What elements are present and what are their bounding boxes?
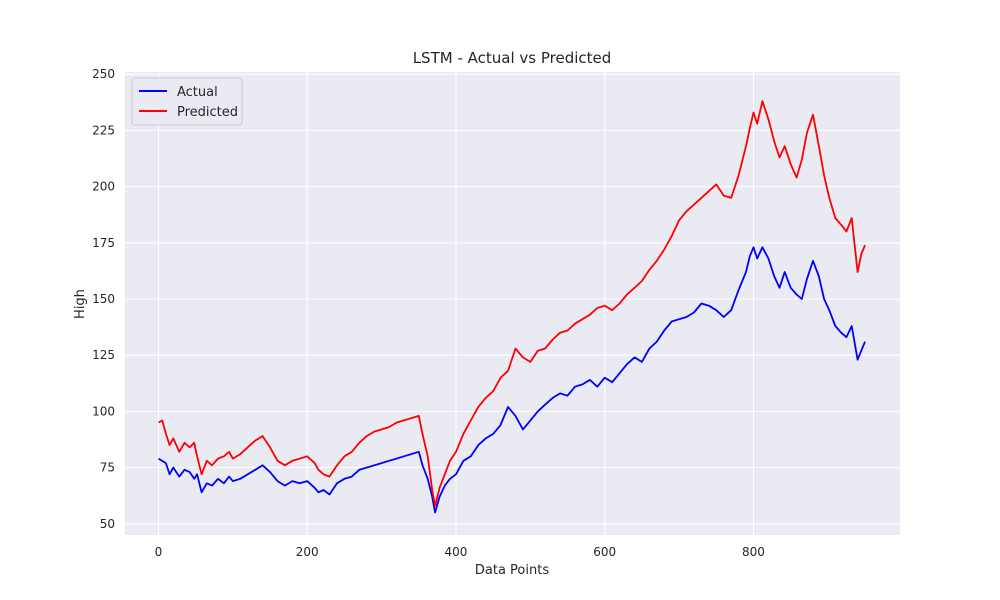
y-tick-label: 100 [92,404,115,418]
plot-area [125,72,900,535]
y-axis-label: High [73,289,88,319]
y-tick-labels: 50 75 100 125 150 175 200 225 250 [92,67,115,531]
series-layer [158,100,866,514]
x-tick-label: 200 [296,545,319,559]
series-line-predicted [158,100,866,507]
x-tick-label: 600 [593,545,616,559]
y-tick-label: 150 [92,292,115,306]
x-tick-label: 800 [742,545,765,559]
x-axis-label: Data Points [475,563,549,578]
legend-box [131,77,243,126]
x-tick-label: 0 [155,545,163,559]
series-line-actual [158,246,866,514]
y-tick-label: 75 [100,461,115,475]
y-tick-label: 225 [92,123,115,137]
legend-label-predicted: Predicted [177,105,238,120]
y-tick-label: 50 [100,517,115,531]
x-tick-labels: 0 200 400 600 800 [155,545,765,559]
legend-label-actual: Actual [177,85,218,100]
y-tick-label: 250 [92,67,115,81]
y-tick-label: 200 [92,180,115,194]
chart-title: LSTM - Actual vs Predicted [413,49,612,67]
y-tick-label: 175 [92,236,115,250]
y-tick-label: 125 [92,348,115,362]
legend: Actual Predicted [131,77,243,126]
x-tick-label: 400 [445,545,468,559]
